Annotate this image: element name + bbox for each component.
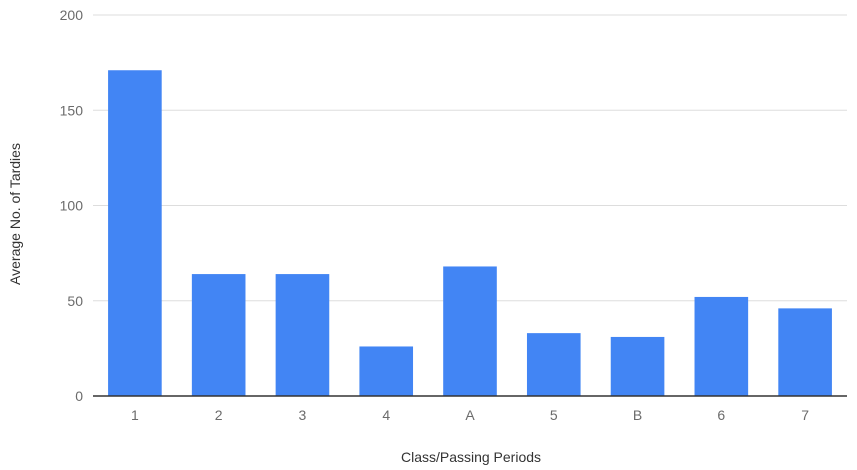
x-tick-label-1: 1 xyxy=(131,407,139,423)
y-tick-label-150: 150 xyxy=(60,102,84,118)
bar-1 xyxy=(108,70,162,397)
x-tick-label-4: 4 xyxy=(382,407,390,423)
y-axis-title: Average No. of Tardies xyxy=(7,143,23,285)
bar-4 xyxy=(359,346,414,396)
y-tick-label-0: 0 xyxy=(75,388,83,404)
bar-7 xyxy=(778,308,832,396)
x-tick-label-3: 3 xyxy=(299,407,307,423)
x-tick-label-7: 7 xyxy=(801,407,809,423)
bar-A xyxy=(443,266,497,396)
bar-6 xyxy=(694,296,749,396)
label-layer: 0 50 100 150 200 1 2 3 4 A 5 B 6 7 xyxy=(60,7,810,423)
x-tick-label-6: 6 xyxy=(717,407,725,423)
x-tick-label-5: 5 xyxy=(550,407,558,423)
x-tick-label-A: A xyxy=(465,407,475,423)
x-tick-label-B: B xyxy=(633,407,642,423)
x-axis-title: Class/Passing Periods xyxy=(401,449,541,465)
bar-layer xyxy=(108,70,832,397)
grid-layer xyxy=(93,14,847,302)
bar-5 xyxy=(526,333,581,396)
bar-3 xyxy=(275,274,330,396)
bar-B xyxy=(610,336,665,396)
bar-2 xyxy=(191,274,246,396)
y-tick-label-100: 100 xyxy=(60,198,84,214)
y-tick-label-50: 50 xyxy=(67,293,83,309)
x-tick-label-2: 2 xyxy=(215,407,223,423)
y-tick-label-200: 200 xyxy=(60,7,84,23)
